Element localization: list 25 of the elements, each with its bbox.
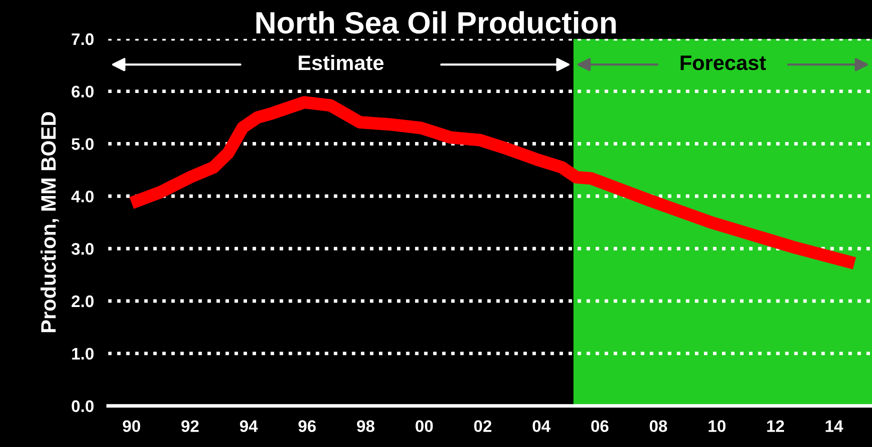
y-tick-label: 1.0 — [72, 348, 94, 360]
x-tick-label: 98 — [356, 420, 374, 432]
x-tick-label: 04 — [532, 420, 550, 432]
y-tick-label: 4.0 — [71, 190, 94, 202]
x-tick-label: 02 — [474, 420, 492, 432]
x-tick-label: 08 — [650, 420, 668, 432]
annotation: Estimate — [298, 54, 384, 70]
y-axis-title: Production, MM BOED — [40, 112, 59, 332]
band-label: Forecast — [680, 56, 766, 70]
x-tick-label: 94 — [240, 420, 258, 432]
y-tick-label: 6.0 — [72, 86, 94, 98]
y-tick-label: 7.0 — [72, 33, 94, 46]
x-tick-label: 12 — [767, 420, 784, 432]
x-tick-label: 90 — [122, 420, 140, 432]
x-tick-label: 92 — [181, 420, 199, 432]
chart-title: North Sea Oil Production — [256, 11, 616, 34]
y-tick-label: 3.0 — [71, 242, 94, 255]
x-tick-label: 06 — [591, 420, 608, 432]
y-tick-label: 0.0 — [72, 400, 94, 412]
y-tick-label: 5.0 — [72, 138, 94, 150]
x-tick-label: 10 — [708, 420, 726, 432]
x-tick-label: 96 — [298, 420, 316, 432]
x-tick-label: 14 — [826, 420, 844, 432]
x-tick-label: 00 — [416, 420, 433, 432]
y-tick-label: 2.0 — [72, 295, 94, 308]
